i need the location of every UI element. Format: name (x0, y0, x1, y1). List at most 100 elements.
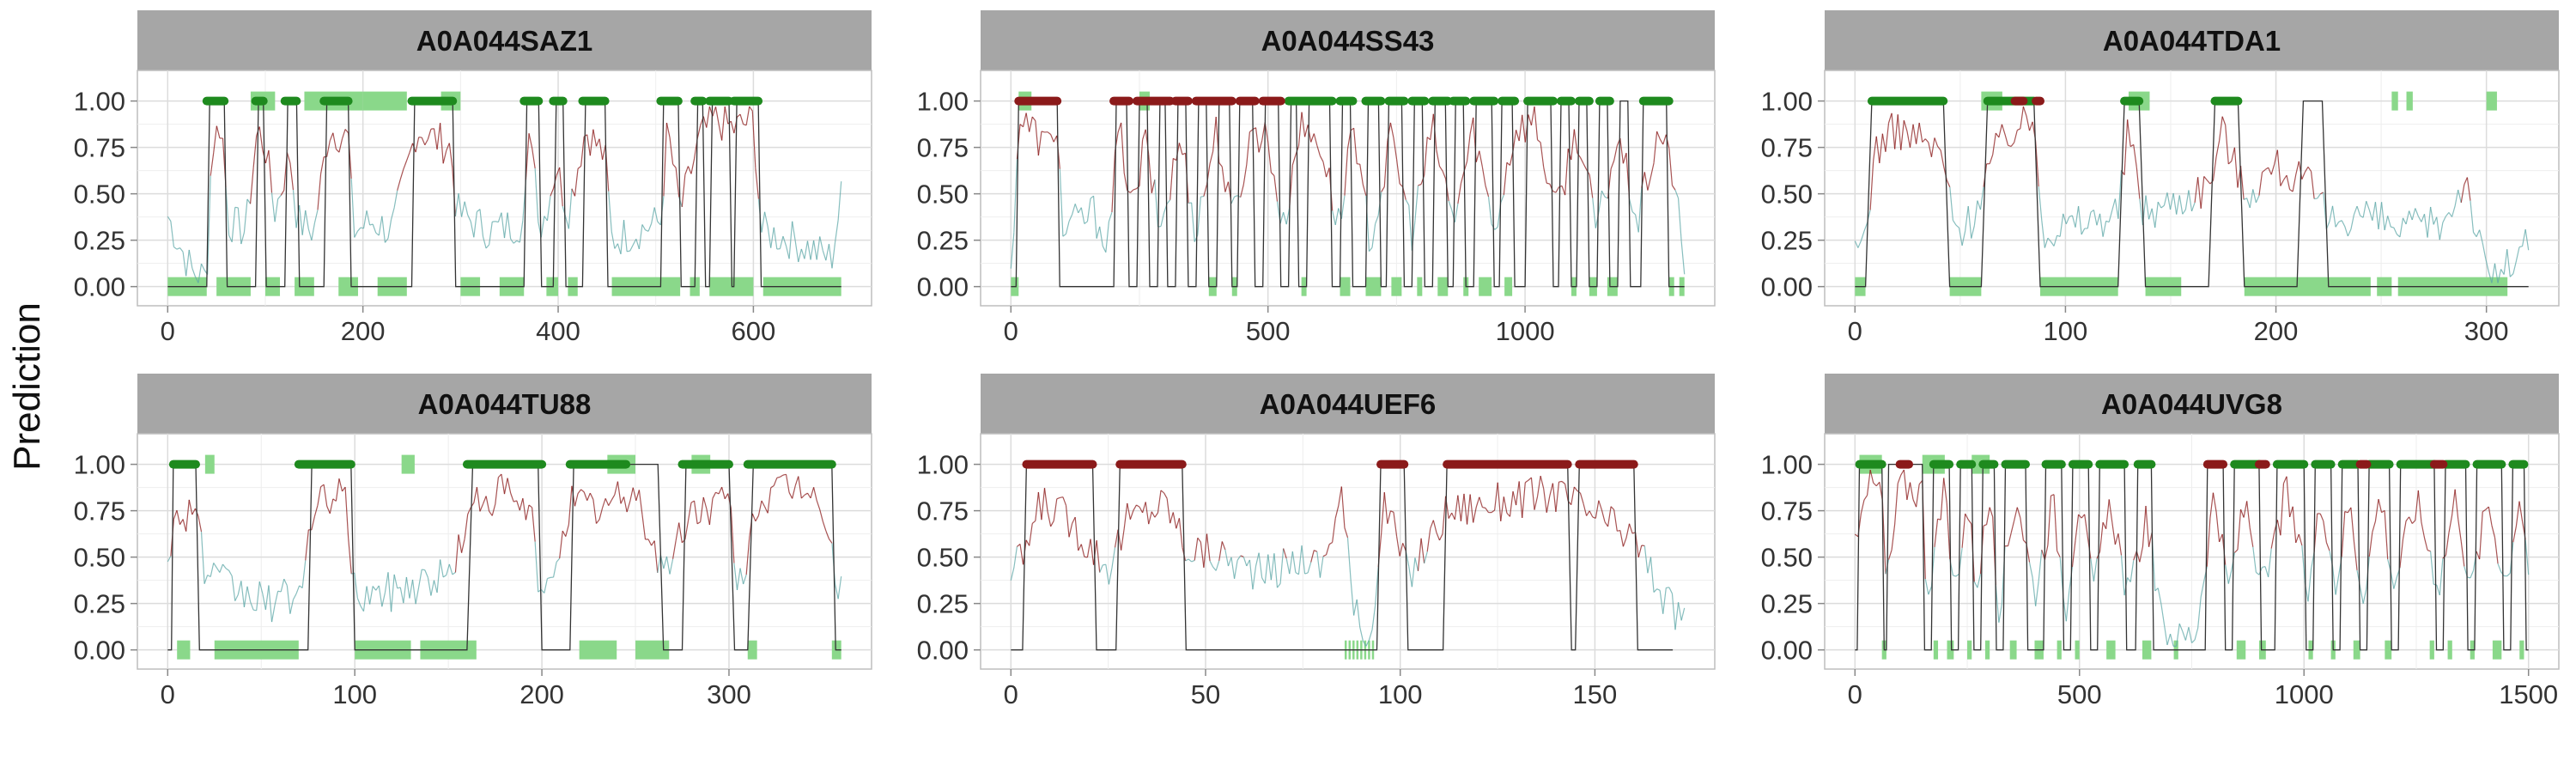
probability-line (1967, 205, 1972, 239)
probability-line (792, 485, 796, 499)
probability-line (237, 581, 242, 595)
probability-line (1918, 480, 1923, 485)
probability-line (1304, 572, 1309, 575)
probability-line (1607, 506, 1612, 527)
probability-line (277, 590, 282, 593)
probability-line (197, 264, 203, 283)
probability-line (592, 129, 598, 147)
probability-line (1656, 131, 1661, 139)
probability-line (1261, 577, 1266, 584)
probability-line (1918, 122, 1923, 143)
probability-line (1863, 495, 1868, 501)
probability-line (399, 587, 404, 604)
probability-line (1383, 140, 1388, 187)
probability-line (403, 576, 408, 604)
probability-line (485, 244, 490, 249)
probability-line (335, 149, 340, 153)
probability-line (467, 507, 471, 514)
probability-line (1965, 513, 1969, 520)
probability-line (2430, 206, 2434, 225)
probability-line (2268, 167, 2272, 175)
probability-line (1304, 125, 1309, 137)
probability-line (1340, 486, 1346, 528)
probability-line (614, 481, 619, 496)
probability-line (1973, 200, 1978, 226)
probability-line (1031, 520, 1036, 524)
probability-line (2295, 161, 2300, 175)
probability-line (2518, 501, 2524, 522)
probability-line (819, 509, 823, 522)
probability-line (252, 135, 258, 168)
probability-line (356, 598, 361, 606)
probability-line (1142, 502, 1146, 514)
probability-line (2233, 147, 2239, 188)
probability-line (623, 496, 628, 513)
probability-line (1301, 545, 1306, 575)
probability-line (657, 221, 661, 226)
probability-line (2448, 212, 2453, 217)
region-bar-bottom (1947, 640, 1954, 660)
probability-line (1903, 470, 1908, 501)
probability-line (1289, 551, 1293, 575)
probability-line (1589, 174, 1594, 198)
probability-line (2114, 533, 2119, 545)
probability-line (329, 498, 334, 514)
probability-line (246, 198, 252, 204)
probability-line (1564, 484, 1569, 502)
probability-line (718, 124, 723, 141)
probability-line (1170, 158, 1174, 200)
probability-line (1389, 122, 1394, 138)
probability-line (491, 503, 496, 516)
probability-line (547, 576, 551, 580)
probability-line (2286, 476, 2291, 518)
probability-line (1881, 133, 1886, 152)
probability-line (173, 246, 178, 250)
probability-line (2102, 221, 2107, 237)
probability-line (2276, 149, 2281, 186)
y-tick-label: 0.50 (1761, 543, 1813, 573)
probability-line (1601, 190, 1606, 198)
probability-line (2470, 200, 2475, 233)
probability-line (739, 568, 744, 585)
probability-line (1078, 207, 1082, 214)
probability-line (2108, 499, 2113, 523)
probability-line (2286, 175, 2291, 190)
probability-line (2515, 247, 2520, 261)
probability-line (197, 515, 203, 533)
probability-line (1522, 114, 1526, 143)
probability-line (2014, 130, 2018, 143)
probability-line (1906, 131, 1911, 148)
probability-line (2008, 144, 2012, 148)
y-tick-label: 0.00 (74, 272, 125, 302)
probability-line (1218, 541, 1223, 562)
y-tick-label: 0.50 (1761, 180, 1813, 210)
probability-line (776, 476, 781, 478)
probability-line (788, 492, 793, 499)
probability-line (342, 486, 346, 492)
probability-line (737, 113, 741, 118)
region-bar-top-light (2486, 91, 2497, 111)
probability-line (822, 250, 827, 261)
probability-line (749, 106, 753, 112)
probability-line (485, 496, 490, 512)
probability-line (2203, 176, 2208, 181)
probability-line (507, 478, 512, 494)
y-tick-label: 1.00 (1761, 87, 1813, 117)
probability-line (2360, 215, 2364, 218)
probability-line (460, 539, 465, 553)
probability-line (1267, 142, 1272, 173)
probability-line (1946, 180, 1951, 188)
x-tick-label: 100 (1378, 679, 1423, 709)
probability-line (785, 474, 790, 493)
probability-line (1022, 113, 1027, 127)
probability-line (1230, 557, 1236, 579)
probability-line (454, 193, 459, 216)
probability-line (684, 166, 689, 175)
facet-strip (981, 10, 1715, 70)
probability-line (828, 539, 833, 544)
probability-line (1356, 599, 1361, 628)
probability-line (338, 138, 343, 153)
x-tick-label: 0 (161, 679, 175, 709)
probability-line (1937, 146, 1941, 151)
probability-line (2160, 204, 2165, 209)
